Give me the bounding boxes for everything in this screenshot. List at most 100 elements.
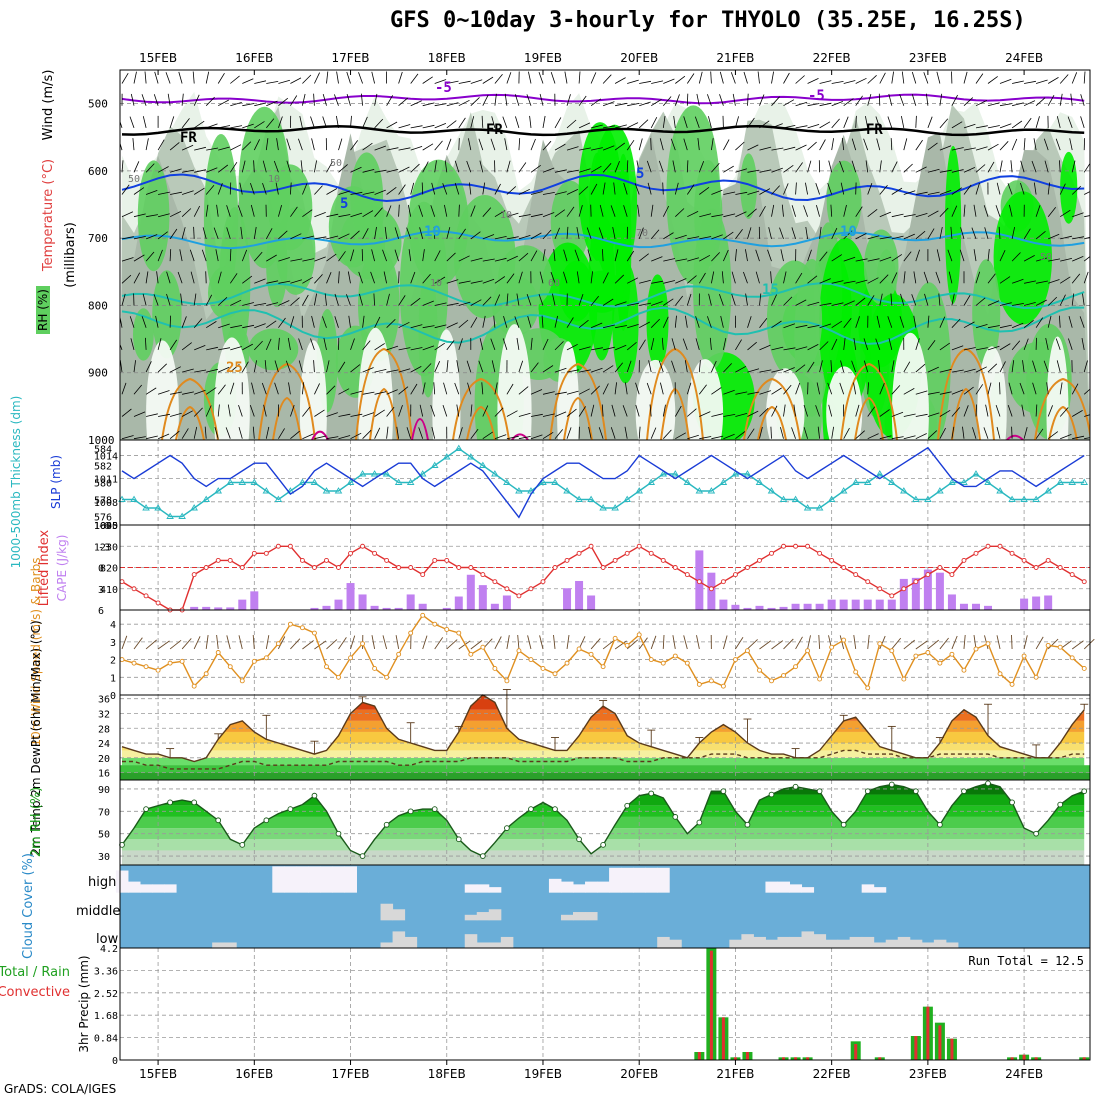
wind-barb <box>229 161 238 173</box>
date-tick-top: 24FEB <box>1005 51 1043 65</box>
wind-barb <box>1048 279 1060 284</box>
wind-barb <box>458 319 469 329</box>
wind-barb-10m <box>839 635 845 650</box>
wind-barb <box>554 341 564 351</box>
wind-barb <box>458 99 470 107</box>
wind-barb <box>747 208 757 218</box>
wind-barb <box>743 271 748 284</box>
wind-barb <box>422 300 434 306</box>
thickness-line-point <box>454 444 463 451</box>
wind-barb <box>1023 302 1036 306</box>
tick-label: 90 <box>98 785 110 796</box>
thickness-line-point <box>755 478 764 485</box>
wind-barb <box>590 98 602 107</box>
rh-point <box>287 806 294 812</box>
wind-barb <box>578 168 591 173</box>
rh-point <box>576 836 582 843</box>
wind-barb <box>622 405 628 417</box>
cloud-bar-low <box>945 942 959 948</box>
wind-speed-line-point <box>1045 642 1051 648</box>
wind-barb <box>324 293 327 306</box>
wind-barb <box>863 360 869 373</box>
thickness-line-point <box>370 470 379 477</box>
wind-barb <box>350 140 359 151</box>
wind-barb <box>254 323 266 329</box>
wind-barb <box>670 138 676 151</box>
wind-barb <box>795 272 803 284</box>
wind-barb-10m <box>1047 638 1059 650</box>
wind-barb-10m <box>1035 636 1044 650</box>
wind-barb <box>142 116 147 128</box>
thickness-line-point <box>166 512 174 519</box>
wind-barb <box>843 116 849 129</box>
wind-speed-line-point <box>696 681 702 687</box>
cape-bar <box>334 599 343 610</box>
wind-barb <box>386 95 394 106</box>
wind-barb <box>759 146 772 151</box>
wind-barb <box>362 142 373 151</box>
wind-barb <box>193 426 198 439</box>
wind-barb <box>879 435 892 440</box>
date-tick-top: 19FEB <box>524 51 562 65</box>
tick-label: 30 <box>98 852 110 863</box>
wind-barb <box>855 233 867 240</box>
cape-bar <box>322 605 331 610</box>
wind-barb <box>290 430 300 440</box>
wind-barb <box>951 426 955 439</box>
lifted-line-point <box>648 550 654 556</box>
cloud-bar-high <box>332 866 345 893</box>
wind-barb <box>181 118 190 129</box>
wind-barb-10m <box>626 639 639 650</box>
wind-barb <box>735 211 747 218</box>
wind-barb <box>927 116 933 129</box>
wind-barb <box>1071 72 1078 84</box>
wind-barb <box>805 226 808 239</box>
wind-barb <box>888 338 893 350</box>
cloud-level-high: high <box>88 875 116 890</box>
wind-barb <box>890 293 893 306</box>
wind-barb <box>987 273 996 284</box>
thickness-line-point <box>1032 495 1040 502</box>
wind-barb <box>314 293 317 306</box>
wind-barb <box>276 138 279 151</box>
wind-barb <box>193 226 195 239</box>
wind-barb <box>334 94 339 106</box>
precip-conv-bar <box>697 1052 701 1060</box>
wind-barb <box>759 369 772 373</box>
wind-barb <box>855 258 868 262</box>
wind-speed-line-point <box>708 678 714 684</box>
tick-label: 410 <box>100 585 118 596</box>
cloud-bar-low <box>765 939 778 948</box>
thickness-line-point <box>960 478 968 485</box>
wind-barb <box>169 116 175 129</box>
wind-barb <box>879 185 888 195</box>
wind-barb <box>338 361 346 373</box>
wind-barb <box>795 144 807 151</box>
wind-barb <box>923 72 929 84</box>
cape-bar <box>563 588 572 610</box>
wind-barb <box>819 121 831 129</box>
wind-speed-line-point <box>1021 653 1027 659</box>
wind-barb <box>249 404 255 417</box>
wind-barb <box>530 337 533 350</box>
wind-barb <box>133 161 140 173</box>
wind-barb <box>807 325 820 329</box>
wind-barb <box>627 324 639 329</box>
wind-barb <box>927 191 940 195</box>
wind-barb <box>975 100 987 107</box>
wind-barb <box>206 368 218 373</box>
wind-barb <box>362 191 375 195</box>
wind-barb <box>650 138 652 151</box>
wind-barb <box>901 116 905 128</box>
wind-barb <box>180 293 183 306</box>
wind-speed-line-point <box>660 660 666 666</box>
wind-barb <box>951 94 958 106</box>
wind-barb <box>627 302 640 306</box>
rh-point <box>455 836 462 843</box>
wind-barb <box>999 276 1011 284</box>
wind-barb <box>590 72 597 84</box>
wind-barb <box>182 391 194 395</box>
wind-barb <box>662 316 669 328</box>
wind-barb <box>602 383 609 395</box>
wind-speed-line-point <box>624 642 630 648</box>
